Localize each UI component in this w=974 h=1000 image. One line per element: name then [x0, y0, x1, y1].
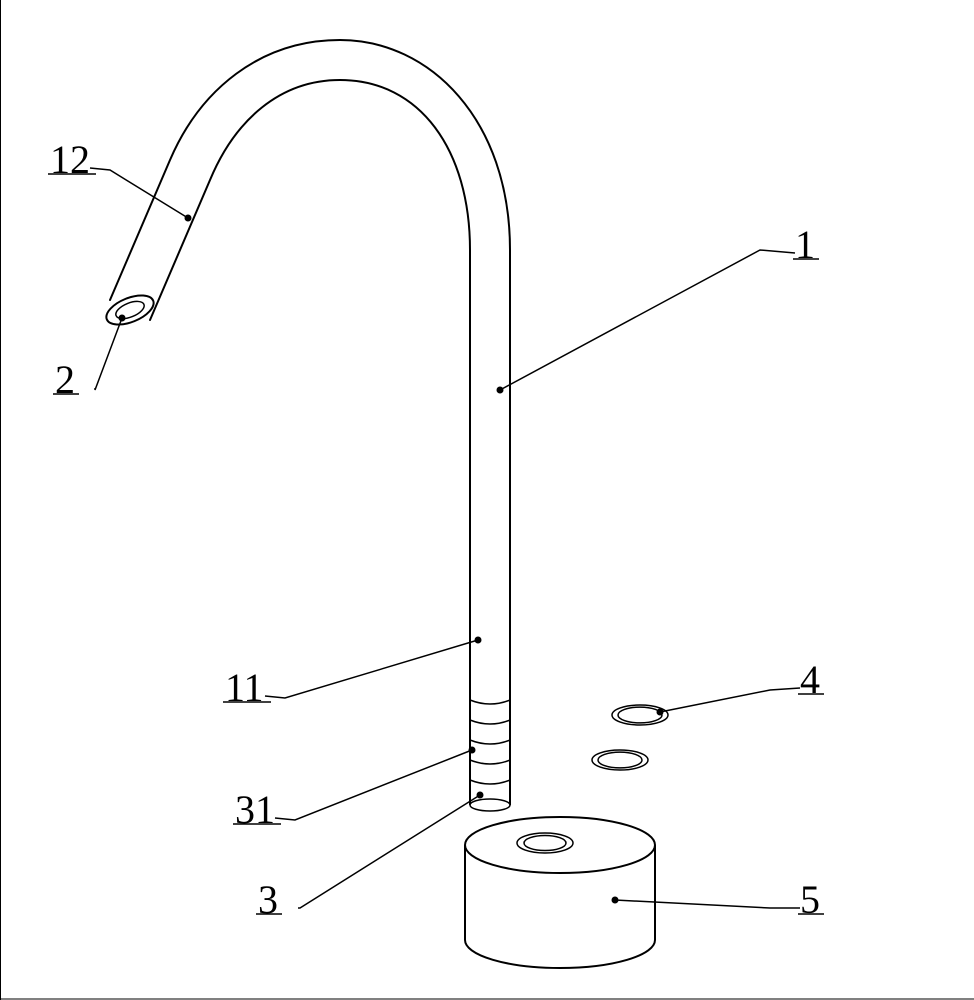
- callout-2: 2: [55, 360, 75, 400]
- diagram-canvas: [0, 0, 974, 1000]
- callout-11: 11: [225, 668, 264, 708]
- callout-5: 5: [800, 880, 820, 920]
- callout-3: 3: [258, 880, 278, 920]
- callout-4: 4: [800, 660, 820, 700]
- callout-12: 12: [50, 140, 90, 180]
- callout-31: 31: [235, 790, 275, 830]
- callout-1: 1: [795, 225, 815, 265]
